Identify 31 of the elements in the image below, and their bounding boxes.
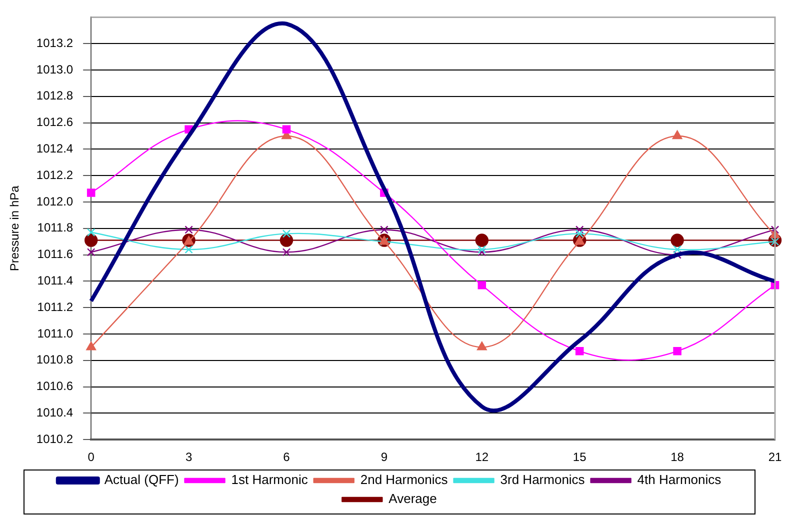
y-tick-label: 1011.6 <box>37 247 74 262</box>
y-tick-label: 1013.2 <box>36 36 74 50</box>
x-tick-label: 15 <box>572 450 587 464</box>
y-tick-label: 1010.2 <box>36 432 74 446</box>
y-tick-label: 1012.6 <box>36 115 74 130</box>
y-tick-label: 1010.8 <box>36 352 74 367</box>
y-tick-label: 1010.6 <box>36 379 74 394</box>
legend-label: Average <box>388 491 437 506</box>
legend-label: Actual (QFF) <box>104 472 179 488</box>
y-tick-label: 1010.4 <box>36 406 74 420</box>
y-axis-title: Pressure in hPa <box>8 185 22 272</box>
y-tick-label: 1012.2 <box>36 168 74 182</box>
y-tick-label: 1013.0 <box>36 62 74 76</box>
y-tick-label: 1011.2 <box>37 300 74 314</box>
x-tick-label: 0 <box>88 450 95 464</box>
y-tick-label: 1011.8 <box>37 220 74 235</box>
legend-label: 1st Harmonic <box>231 472 308 488</box>
x-tick-label: 18 <box>670 450 684 464</box>
x-tick-label: 6 <box>283 450 290 464</box>
y-tick-label: 1012.0 <box>36 194 74 208</box>
y-tick-label: 1011.4 <box>37 274 74 288</box>
x-tick-label: 21 <box>768 450 782 464</box>
x-tick-label: 12 <box>475 450 489 464</box>
y-tick-label: 1011.0 <box>37 326 74 340</box>
legend-label: 2nd Harmonics <box>360 472 448 488</box>
x-tick-label: 3 <box>185 450 192 464</box>
y-tick-label: 1012.8 <box>36 88 74 103</box>
legend-label: 3rd Harmonics <box>500 472 586 488</box>
x-tick-label: 9 <box>380 450 388 464</box>
y-tick-label: 1012.4 <box>36 142 74 156</box>
legend-label: 4th Harmonics <box>637 472 722 488</box>
